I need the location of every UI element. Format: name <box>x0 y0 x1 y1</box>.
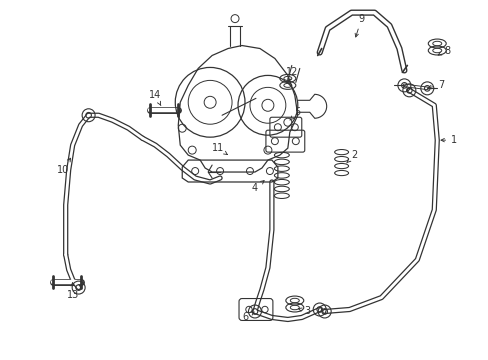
Text: 7: 7 <box>427 80 444 90</box>
Text: 4: 4 <box>251 181 264 193</box>
Text: 5: 5 <box>289 107 300 120</box>
Text: 1: 1 <box>440 135 456 145</box>
Text: 13: 13 <box>66 283 79 300</box>
Text: 6: 6 <box>242 312 254 323</box>
Text: 9: 9 <box>354 14 364 37</box>
Circle shape <box>262 99 273 111</box>
Text: 11: 11 <box>211 143 227 154</box>
Text: 2: 2 <box>346 150 357 163</box>
Text: 8: 8 <box>437 45 449 55</box>
Circle shape <box>203 96 216 108</box>
Text: 3: 3 <box>298 306 310 316</box>
Text: 10: 10 <box>57 158 70 175</box>
Text: 12: 12 <box>285 67 297 81</box>
Text: 14: 14 <box>149 90 161 105</box>
